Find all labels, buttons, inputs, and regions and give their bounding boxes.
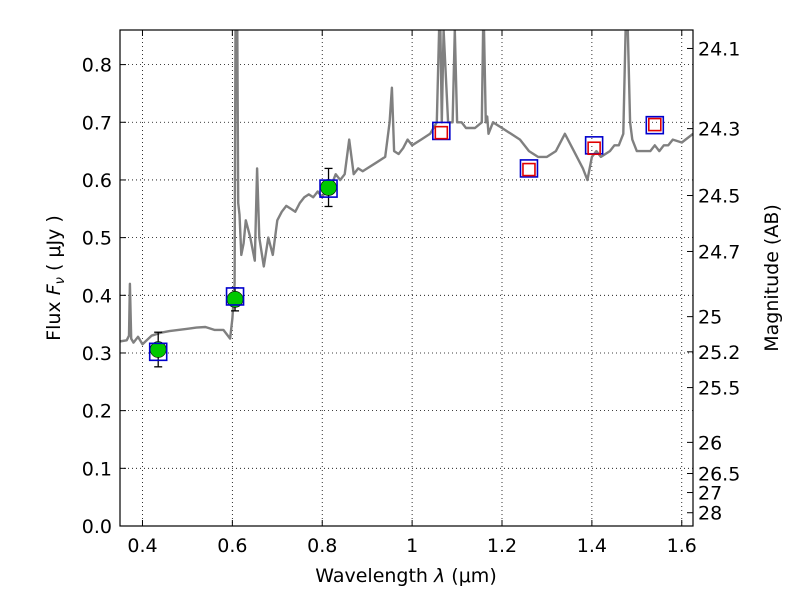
grid	[120, 30, 693, 527]
upper-square	[522, 162, 536, 177]
y-tick-label: 0.4	[82, 285, 112, 307]
y2-tick-label: 24.5	[698, 186, 740, 208]
upper-square	[587, 141, 601, 156]
y-tick-label: 0.7	[82, 112, 112, 134]
y-tick-label: 0.1	[82, 458, 112, 480]
model-square	[645, 115, 665, 135]
x-tick-label: 1.4	[577, 535, 607, 557]
x-tick-label: 0.8	[307, 535, 337, 557]
x-tick-label: 1.2	[487, 535, 517, 557]
y-tick-label: 0.8	[82, 55, 112, 77]
y2-tick-label: 28	[698, 503, 722, 525]
y-tick-label: 0.5	[82, 228, 112, 250]
model-square	[225, 287, 245, 306]
observed-point	[320, 179, 337, 196]
x-axis-title: Wavelength λ (μm)	[315, 565, 496, 587]
y2-axis-title: Magnitude (AB)	[761, 204, 783, 352]
plot-frame	[119, 29, 694, 527]
axes: 0.4 0.6 0.8 1 1.2 1.4 1.6 0.0 0.1 0.2 0.3 0.4 0.5 0.6…	[82, 30, 740, 557]
upper-square	[647, 117, 662, 132]
y-tick-label: 0.3	[82, 343, 112, 365]
y2-tick-label: 26	[698, 432, 722, 454]
y2-tick-label: 25.2	[698, 342, 740, 364]
y2-tick-label: 26.5	[698, 464, 740, 486]
y2-tick-label: 25.5	[698, 378, 740, 400]
y2-tick-label: 27	[698, 483, 722, 505]
y2-tick-label: 24.3	[698, 119, 740, 141]
x-tick-label: 1.6	[667, 535, 697, 557]
model-square	[148, 342, 168, 362]
y2-tick-label: 24.1	[698, 38, 740, 60]
y-axis-title: Flux Fν ( μJy )	[43, 215, 68, 341]
series-layer	[120, 30, 693, 368]
upper-square	[434, 125, 449, 140]
x-tick-label: 0.6	[217, 535, 247, 557]
y-tick-label: 0.0	[82, 516, 112, 538]
plot-background	[120, 30, 693, 526]
y-tick-label: 0.2	[82, 401, 112, 423]
x-tick-label: 1	[406, 535, 418, 557]
model-square	[319, 179, 338, 198]
y2-tick-label: 25	[698, 307, 722, 329]
y2-tick-label: 24.7	[698, 241, 740, 263]
y-tick-label: 0.6	[82, 170, 112, 192]
spectrum-line	[120, 30, 693, 346]
x-tick-label: 0.4	[127, 535, 157, 557]
model-square	[519, 159, 539, 178]
